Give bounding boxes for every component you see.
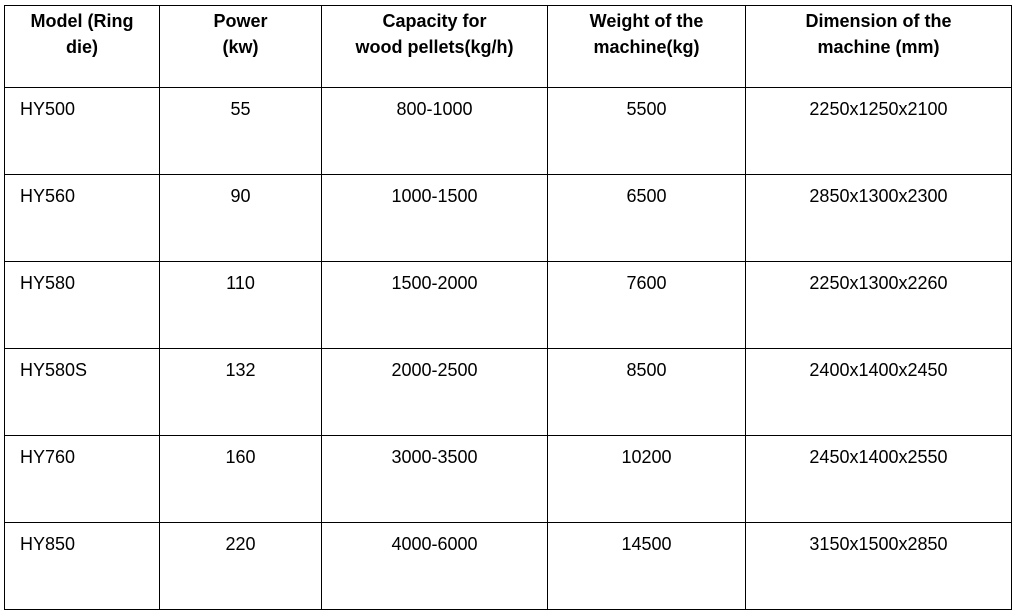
cell-dimension: 3150x1500x2850 [745,522,1012,610]
cell-model: HY560 [4,174,160,262]
cell-dimension: 2850x1300x2300 [745,174,1012,262]
cell-power: 220 [159,522,322,610]
table-row: HY850 220 4000-6000 14500 3150x1500x2850 [4,522,1012,610]
cell-model: HY580S [4,348,160,436]
cell-dimension: 2450x1400x2550 [745,435,1012,523]
cell-power: 55 [159,87,322,175]
header-weight-line-1: Weight of the [589,11,704,31]
cell-power: 90 [159,174,322,262]
cell-model: HY850 [4,522,160,610]
table-row: HY580S 132 2000-2500 8500 2400x1400x2450 [4,348,1012,436]
header-dimension-line-1: Dimension of the [805,11,952,31]
cell-capacity: 4000-6000 [321,522,548,610]
table-row: HY760 160 3000-3500 10200 2450x1400x2550 [4,435,1012,523]
cell-weight: 5500 [547,87,746,175]
cell-capacity: 1000-1500 [321,174,548,262]
cell-power: 110 [159,261,322,349]
header-model-line-1: Model (Ring [30,11,134,31]
header-power-line-1: Power [213,11,268,31]
pellet-mill-spec-table: Model (Ring die) Power (kw) Capacity for… [4,5,1012,610]
table-row: HY580 110 1500-2000 7600 2250x1300x2260 [4,261,1012,349]
header-dimension-line-2: machine (mm) [817,37,940,57]
cell-weight: 14500 [547,522,746,610]
table-header-row: Model (Ring die) Power (kw) Capacity for… [4,5,1012,88]
header-power-line-2: (kw) [222,37,259,57]
cell-capacity: 800-1000 [321,87,548,175]
table-row: HY560 90 1000-1500 6500 2850x1300x2300 [4,174,1012,262]
header-weight: Weight of the machine(kg) [547,5,746,88]
cell-power: 132 [159,348,322,436]
cell-capacity: 2000-2500 [321,348,548,436]
cell-weight: 8500 [547,348,746,436]
header-weight-line-2: machine(kg) [593,37,700,57]
cell-weight: 10200 [547,435,746,523]
header-capacity-line-1: Capacity for [382,11,487,31]
table-row: HY500 55 800-1000 5500 2250x1250x2100 [4,87,1012,175]
header-model-line-2: die) [65,37,98,57]
cell-capacity: 1500-2000 [321,261,548,349]
header-power: Power (kw) [159,5,322,88]
cell-dimension: 2250x1250x2100 [745,87,1012,175]
cell-weight: 6500 [547,174,746,262]
header-capacity: Capacity for wood pellets(kg/h) [321,5,548,88]
header-dimension: Dimension of the machine (mm) [745,5,1012,88]
cell-weight: 7600 [547,261,746,349]
cell-power: 160 [159,435,322,523]
cell-model: HY500 [4,87,160,175]
cell-model: HY580 [4,261,160,349]
cell-capacity: 3000-3500 [321,435,548,523]
cell-model: HY760 [4,435,160,523]
cell-dimension: 2400x1400x2450 [745,348,1012,436]
cell-dimension: 2250x1300x2260 [745,261,1012,349]
header-capacity-line-2: wood pellets(kg/h) [355,37,514,57]
header-model: Model (Ring die) [4,5,160,88]
